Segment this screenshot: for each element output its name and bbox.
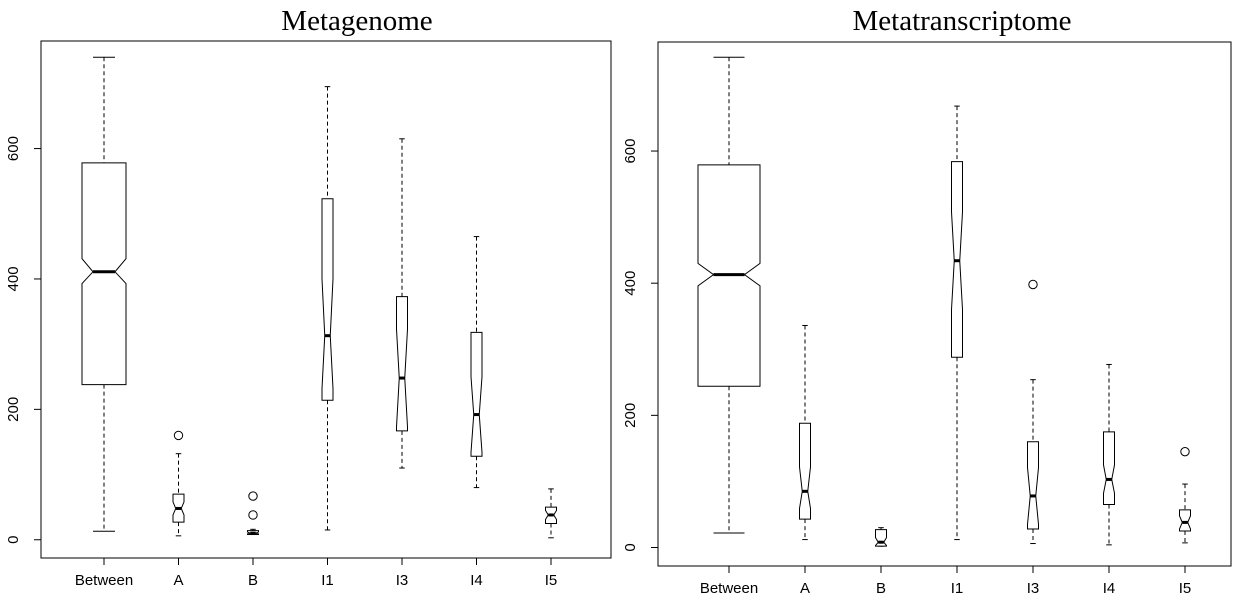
panel-title: Metatranscriptome — [852, 5, 1071, 37]
x-tick-label: B — [876, 580, 886, 596]
y-tick-label: 400 — [5, 266, 22, 291]
outlier-point — [248, 510, 258, 520]
x-tick-label: I3 — [1027, 580, 1040, 596]
x-tick-label: A — [173, 572, 183, 589]
y-tick-label: 400 — [622, 271, 639, 296]
x-tick-label: I4 — [1103, 580, 1116, 596]
notched-box — [1027, 441, 1039, 530]
x-tick-label: A — [800, 580, 810, 596]
outlier-point — [1180, 446, 1190, 457]
notched-box — [470, 331, 483, 457]
x-tick-label: I3 — [396, 572, 409, 589]
notched-box — [1179, 509, 1191, 532]
notched-box — [1103, 431, 1115, 506]
metagenome-panel: Metagenome 0 200 400 600 Between A B I1 I3 I4 I5 — [5, 5, 612, 589]
x-tick-label: I1 — [321, 572, 334, 589]
notched-box — [81, 162, 127, 386]
x-tick-label: B — [248, 572, 258, 589]
y-tick-label: 0 — [622, 543, 639, 551]
x-tick-label: Between — [700, 580, 758, 596]
x-tick-label: I4 — [470, 572, 483, 589]
y-tick-label: 0 — [5, 536, 22, 544]
x-tick-label: I1 — [951, 580, 964, 596]
panel-title: Metagenome — [281, 5, 432, 37]
notched-box — [799, 422, 811, 520]
x-tick-label: I5 — [545, 572, 558, 589]
y-tick-label: 600 — [5, 136, 22, 161]
outlier-point — [1028, 279, 1038, 290]
plot-frame — [40, 40, 612, 559]
y-tick-label: 600 — [622, 139, 639, 164]
notched-box — [321, 198, 334, 401]
y-tick-label: 200 — [5, 397, 22, 422]
outlier-point — [248, 491, 258, 501]
plot-frame — [657, 41, 1232, 567]
outlier-point — [173, 430, 184, 441]
y-tick-label: 200 — [622, 403, 639, 428]
metatranscriptome-panel: Metatranscriptome 0 200 400 600 Between A B I1 I… — [622, 5, 1232, 596]
notched-box — [396, 296, 408, 432]
x-tick-label: Between — [75, 572, 133, 589]
x-tick-label: I5 — [1179, 580, 1192, 596]
